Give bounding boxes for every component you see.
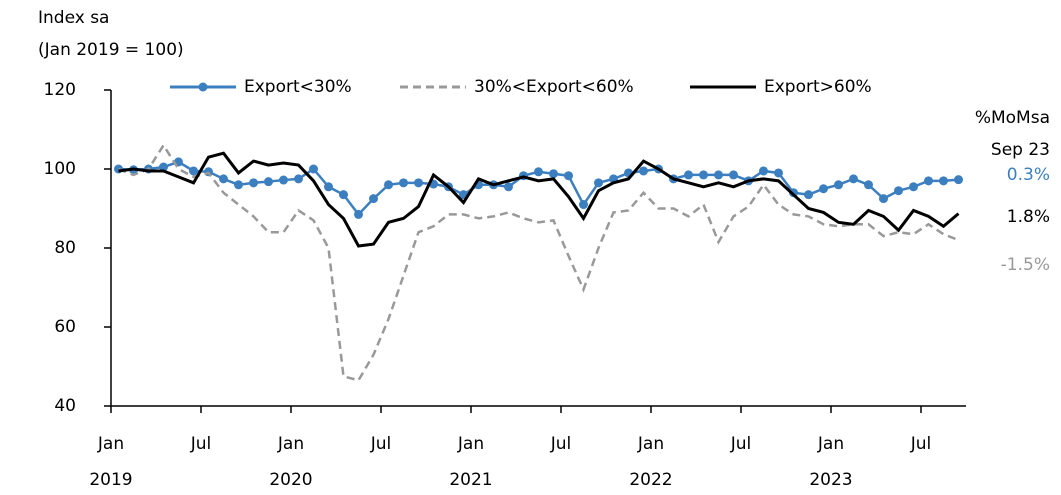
y-tick-label: 80 [54,238,76,258]
point [639,166,648,176]
point [399,178,408,188]
x-year-label: 2022 [629,470,672,490]
legend-label: 30%<Export<60% [474,77,634,97]
point [894,186,903,196]
point [354,209,363,219]
y-tick-label: 60 [54,317,76,337]
x-tick-label: Jul [370,434,392,454]
y-tick-label: 120 [44,80,76,100]
point [954,175,963,185]
point [264,177,273,187]
x-tick-label: Jan [277,434,304,454]
point [759,166,768,176]
point [819,184,828,194]
annotation: 1.8% [1007,207,1050,227]
legend-marker [198,82,208,92]
x-tick-label: Jan [457,434,484,454]
point [909,182,918,192]
point [729,170,738,180]
annotation: %MoMsa [975,108,1050,128]
legend-label: Export>60% [764,77,872,97]
point [834,180,843,190]
x-tick-label: Jul [190,434,212,454]
point [159,162,168,172]
x-year-label: 2021 [449,470,492,490]
point [684,170,693,180]
x-tick-label: Jul [910,434,932,454]
point [534,167,543,177]
x-year-label: 2023 [809,470,852,490]
point [189,166,198,176]
point [219,174,228,184]
y-tick-label: 40 [54,396,76,416]
point [324,182,333,192]
point [939,176,948,186]
point [864,180,873,190]
point [234,180,243,190]
annotation: 0.3% [1007,165,1050,185]
y-tick-label: 100 [44,159,76,179]
y-axis-sublabel: (Jan 2019 = 100) [38,40,184,60]
point [384,180,393,190]
point [699,170,708,180]
annotation: Sep 23 [991,140,1050,160]
x-tick-label: Jan [637,434,664,454]
x-year-label: 2019 [89,470,132,490]
point [339,190,348,200]
legend-label: Export<30% [244,77,352,97]
point [249,178,258,188]
point [549,169,558,179]
point [879,194,888,204]
point [564,171,573,181]
series-line [118,151,960,248]
point [369,194,378,204]
point [294,174,303,184]
point [504,182,513,192]
series-line [118,142,959,382]
point [774,168,783,178]
point [849,174,858,184]
point [579,200,588,210]
annotation: -1.5% [1001,255,1050,275]
point [279,175,288,185]
point [804,190,813,200]
x-tick-label: Jan [97,434,124,454]
point [924,176,933,186]
point [594,178,603,188]
x-tick-label: Jul [550,434,572,454]
x-year-label: 2020 [269,470,312,490]
point [414,178,423,188]
point [309,164,318,174]
x-tick-label: Jul [730,434,752,454]
x-tick-label: Jan [817,434,844,454]
y-axis-label: Index sa [38,8,109,28]
point [714,170,723,180]
